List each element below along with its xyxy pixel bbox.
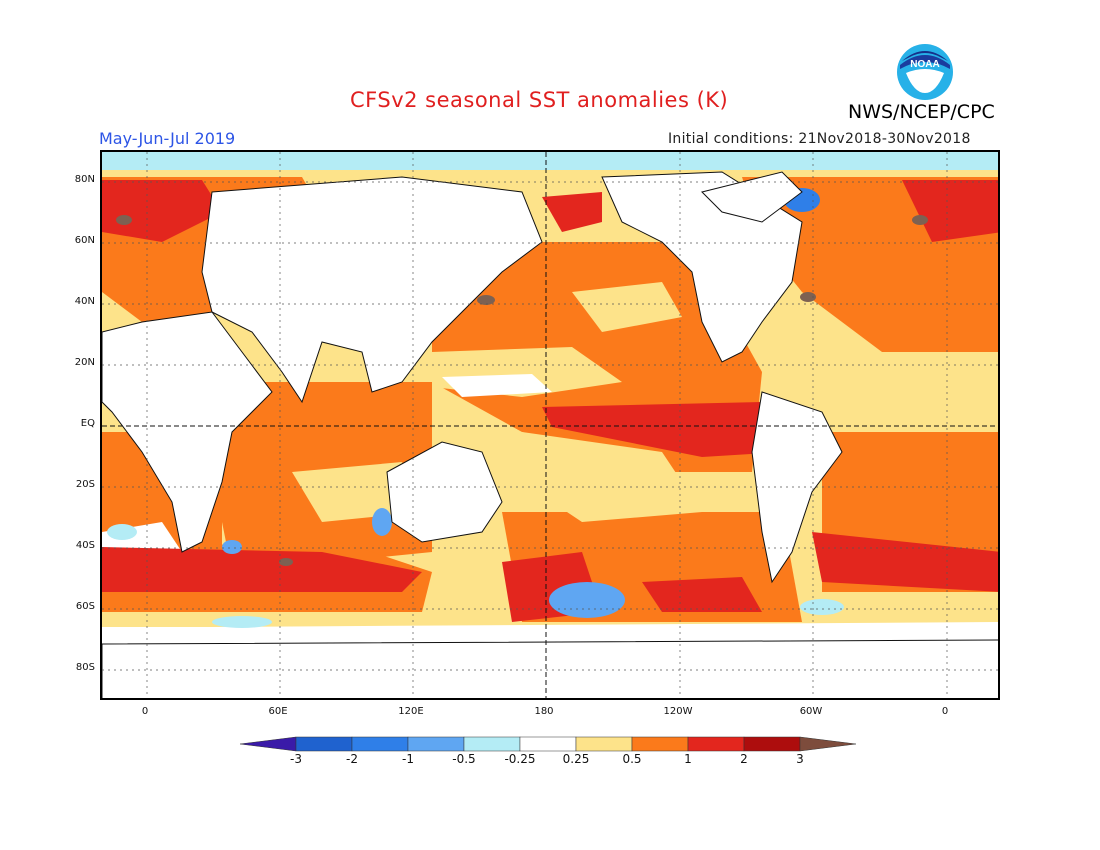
australia-land xyxy=(386,441,503,543)
colorbar-cell xyxy=(743,736,801,752)
colorbar-label: 3 xyxy=(796,752,804,766)
extreme-anomaly-cores xyxy=(116,215,928,566)
colorbar-cell xyxy=(351,736,409,752)
lat-label: 40N xyxy=(74,296,95,307)
colorbar-cell xyxy=(519,736,577,752)
colorbar-label: -0.25 xyxy=(504,752,536,766)
africa-land xyxy=(102,311,273,553)
colorbar-label: 0.5 xyxy=(622,752,642,766)
colorbar-cell xyxy=(687,736,745,752)
lon-label: 60W xyxy=(799,706,823,717)
lat-label: 20N xyxy=(74,357,95,368)
lat-label: 80S xyxy=(75,662,95,673)
lon-label: 120E xyxy=(398,706,424,717)
sst-anomaly-map xyxy=(100,150,1000,700)
initial-conditions: Initial conditions: 21Nov2018-30Nov2018 xyxy=(668,131,971,147)
colorbar-cell xyxy=(295,736,353,752)
equator-dateline xyxy=(102,152,998,698)
colorbar-max-arrow xyxy=(799,736,857,752)
lon-label: 0 xyxy=(141,706,149,717)
colorbar-label: -1 xyxy=(402,752,414,766)
land-masses xyxy=(102,171,998,698)
colorbar xyxy=(240,736,857,752)
colorbar-label: -3 xyxy=(290,752,302,766)
lon-label: 180 xyxy=(534,706,554,717)
noaa-logo-text: NOAA xyxy=(910,59,939,70)
antarctica-land xyxy=(102,639,998,698)
colorbar-min-arrow xyxy=(240,736,297,752)
lat-label: 20S xyxy=(75,479,95,490)
lat-label: 40S xyxy=(75,540,95,551)
colorbar-label: 1 xyxy=(684,752,692,766)
lon-label: 60E xyxy=(268,706,288,717)
colorbar-label: 0.25 xyxy=(562,752,590,766)
agency-label: NWS/NCEP/CPC xyxy=(848,101,995,123)
graticule xyxy=(102,152,998,698)
greenland-land xyxy=(701,171,803,223)
map-title: CFSv2 seasonal SST anomalies (K) xyxy=(350,88,729,112)
eurasia-land xyxy=(201,176,543,404)
colorbar-cell xyxy=(631,736,689,752)
lat-label: EQ xyxy=(80,418,95,429)
colorbar-label: -0.5 xyxy=(452,752,476,766)
lat-label: 60S xyxy=(75,601,95,612)
lon-label: 0 xyxy=(941,706,949,717)
colorbar-cell xyxy=(575,736,633,752)
map-canvas xyxy=(102,152,998,698)
colorbar-label: -2 xyxy=(346,752,358,766)
lat-label: 60N xyxy=(74,235,95,246)
colorbar-label: 2 xyxy=(740,752,748,766)
colorbar-cell xyxy=(463,736,521,752)
arctic-cool-band xyxy=(102,152,998,170)
south-america-land xyxy=(751,391,843,584)
noaa-logo-icon: NOAA xyxy=(897,44,953,100)
forecast-period: May-Jun-Jul 2019 xyxy=(99,129,236,148)
colorbar-cell xyxy=(407,736,465,752)
lon-label: 120W xyxy=(663,706,693,717)
lat-label: 80N xyxy=(74,174,95,185)
